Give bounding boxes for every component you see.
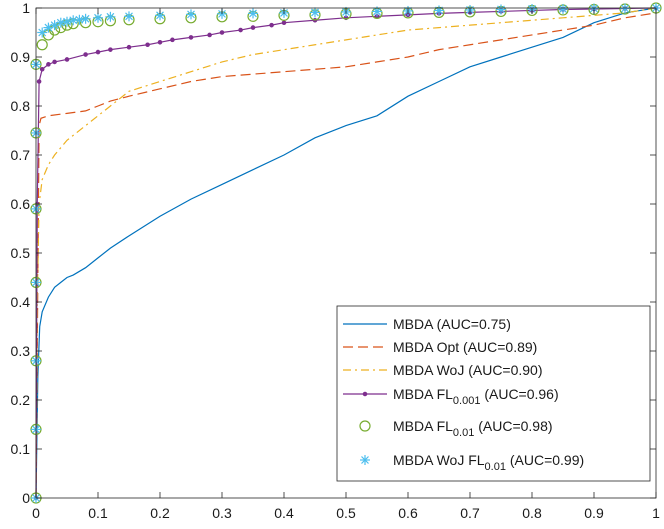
series-4-point-5 bbox=[52, 59, 57, 65]
legend-label-2: MBDA Opt (AUC=0.89) bbox=[393, 339, 537, 355]
y-tick-label-6: 0.6 bbox=[11, 196, 31, 212]
x-tick-label-2: 0.2 bbox=[150, 505, 170, 521]
series-6-point-14 bbox=[80, 13, 91, 24]
series-4-point-11 bbox=[145, 42, 150, 48]
x-tick-label-3: 0.3 bbox=[212, 505, 232, 521]
series-2 bbox=[35, 12, 657, 499]
series-5-point-7 bbox=[36, 39, 48, 51]
x-tick-label-0: 0 bbox=[32, 505, 40, 521]
legend-entry-2: MBDA Opt (AUC=0.89) bbox=[343, 339, 537, 355]
legend-marker-6 bbox=[360, 455, 370, 465]
legend-marker-4 bbox=[362, 391, 368, 397]
series-6-point-33 bbox=[620, 3, 630, 14]
series-4-point-15 bbox=[207, 32, 212, 38]
y-tick-label-4: 0.4 bbox=[11, 294, 31, 310]
series-6 bbox=[31, 3, 661, 503]
legend-label-1: MBDA (AUC=0.75) bbox=[393, 316, 511, 332]
series-6-point-10 bbox=[55, 17, 66, 28]
y-tick-label-10: 1 bbox=[22, 0, 30, 16]
series-4-point-19 bbox=[269, 22, 274, 28]
series-6-point-7 bbox=[37, 27, 48, 38]
legend-label-4: MBDA FL0.001 (AUC=0.96) bbox=[393, 386, 559, 407]
series-4-point-12 bbox=[157, 40, 163, 45]
legend-box bbox=[336, 305, 651, 482]
y-tick-label-8: 0.8 bbox=[11, 98, 31, 114]
x-tick-label-5: 0.5 bbox=[336, 505, 356, 521]
x-tick-label-9: 0.9 bbox=[584, 505, 604, 521]
x-tick-label-1: 0.1 bbox=[88, 505, 108, 521]
series-4-point-17 bbox=[238, 27, 243, 33]
y-tick-label-3: 0.3 bbox=[11, 343, 31, 359]
ticks-layer: 0 0.1 0.2 0.3 0.4 0.5 0.6 0.7 0.8 0.9 1 0 0.1 0.2 0.3 0… bbox=[11, 0, 661, 521]
series-4-point-13 bbox=[170, 37, 175, 43]
series-6-point-17 bbox=[124, 11, 134, 22]
series-6-point-13 bbox=[74, 14, 85, 25]
series-6-point-31 bbox=[558, 3, 568, 14]
series-6-point-18 bbox=[155, 10, 165, 21]
legend-label-6: MBDA WoJ FL0.01 (AUC=0.99) bbox=[393, 452, 584, 473]
series-4-point-7 bbox=[83, 52, 88, 57]
series-4-point-4 bbox=[46, 62, 51, 67]
series-4-point-9 bbox=[108, 47, 113, 52]
series-4-point-2 bbox=[36, 79, 42, 84]
series-6-point-16 bbox=[105, 11, 116, 22]
series-4-point-14 bbox=[188, 35, 194, 40]
legend-entry-4: MBDA FL0.001 (AUC=0.96) bbox=[343, 386, 559, 407]
series-4-point-3 bbox=[39, 66, 45, 72]
legend-label-3: MBDA WoJ (AUC=0.90) bbox=[393, 362, 543, 378]
legend-entry-5: MBDA FL0.01 (AUC=0.98) bbox=[359, 418, 553, 439]
x-tick-label-6: 0.6 bbox=[398, 505, 418, 521]
x-tick-label-4: 0.4 bbox=[274, 505, 294, 521]
series-6-point-11 bbox=[62, 16, 72, 27]
y-tick-label-5: 0.5 bbox=[11, 245, 31, 261]
series-6-point-15 bbox=[93, 12, 103, 23]
x-tick-label-10: 1 bbox=[652, 505, 660, 521]
x-tick-label-7: 0.7 bbox=[460, 505, 480, 521]
series-2-line bbox=[35, 12, 657, 499]
series-4-point-16 bbox=[219, 30, 225, 35]
series-6-point-29 bbox=[496, 4, 506, 15]
series-4-point-18 bbox=[250, 25, 256, 30]
series-6-point-19 bbox=[186, 9, 196, 20]
x-tick-label-8: 0.8 bbox=[522, 505, 542, 521]
legend-entry-3: MBDA WoJ (AUC=0.90) bbox=[343, 362, 543, 378]
legend-entry-6: MBDA WoJ FL0.01 (AUC=0.99) bbox=[360, 452, 584, 473]
series-6-point-21 bbox=[248, 8, 258, 19]
series-4-point-8 bbox=[95, 49, 101, 55]
series-1-line bbox=[35, 7, 657, 499]
series-6-point-23 bbox=[310, 7, 320, 18]
legend-label-5: MBDA FL0.01 (AUC=0.98) bbox=[393, 418, 553, 439]
legend-marker-5 bbox=[359, 420, 371, 432]
series-6-point-27 bbox=[434, 5, 444, 16]
legend-entry-1: MBDA (AUC=0.75) bbox=[343, 316, 511, 332]
series-4-point-6 bbox=[64, 57, 70, 62]
y-tick-label-7: 0.7 bbox=[11, 147, 31, 163]
y-tick-label-2: 0.2 bbox=[11, 392, 31, 408]
y-tick-label-1: 0.1 bbox=[11, 441, 31, 457]
y-tick-label-9: 0.9 bbox=[11, 49, 31, 65]
legend: MBDA (AUC=0.75) MBDA Opt (AUC=0.89) MBDA W… bbox=[336, 305, 651, 482]
series-4-point-20 bbox=[281, 20, 287, 26]
y-tick-label-0: 0 bbox=[22, 490, 30, 506]
series-1 bbox=[35, 7, 657, 499]
series-4-point-10 bbox=[126, 44, 132, 50]
